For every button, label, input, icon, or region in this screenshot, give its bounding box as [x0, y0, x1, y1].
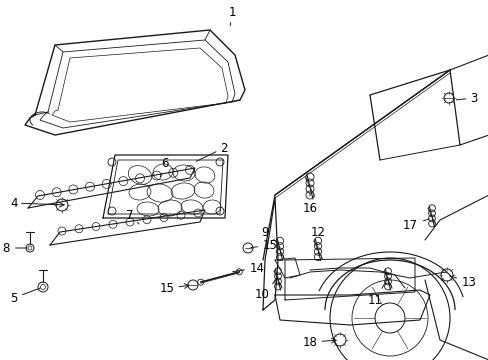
- Text: 17: 17: [402, 219, 428, 231]
- Text: 13: 13: [449, 275, 476, 288]
- Text: 12: 12: [310, 225, 325, 245]
- Text: 16: 16: [302, 193, 317, 215]
- Text: 7: 7: [126, 208, 139, 224]
- Text: 1: 1: [228, 5, 235, 26]
- Text: 18: 18: [303, 336, 335, 348]
- Text: 8: 8: [2, 242, 27, 255]
- Text: 15: 15: [250, 239, 277, 252]
- Text: 5: 5: [10, 288, 41, 305]
- Text: 9: 9: [261, 225, 277, 243]
- Text: 10: 10: [254, 280, 276, 302]
- Text: 15: 15: [160, 282, 189, 294]
- Text: 3: 3: [455, 91, 476, 104]
- Text: 6: 6: [160, 157, 168, 177]
- Text: 11: 11: [367, 280, 386, 306]
- Text: 14: 14: [232, 261, 264, 274]
- Text: 2: 2: [196, 141, 227, 161]
- Text: 4: 4: [10, 197, 64, 210]
